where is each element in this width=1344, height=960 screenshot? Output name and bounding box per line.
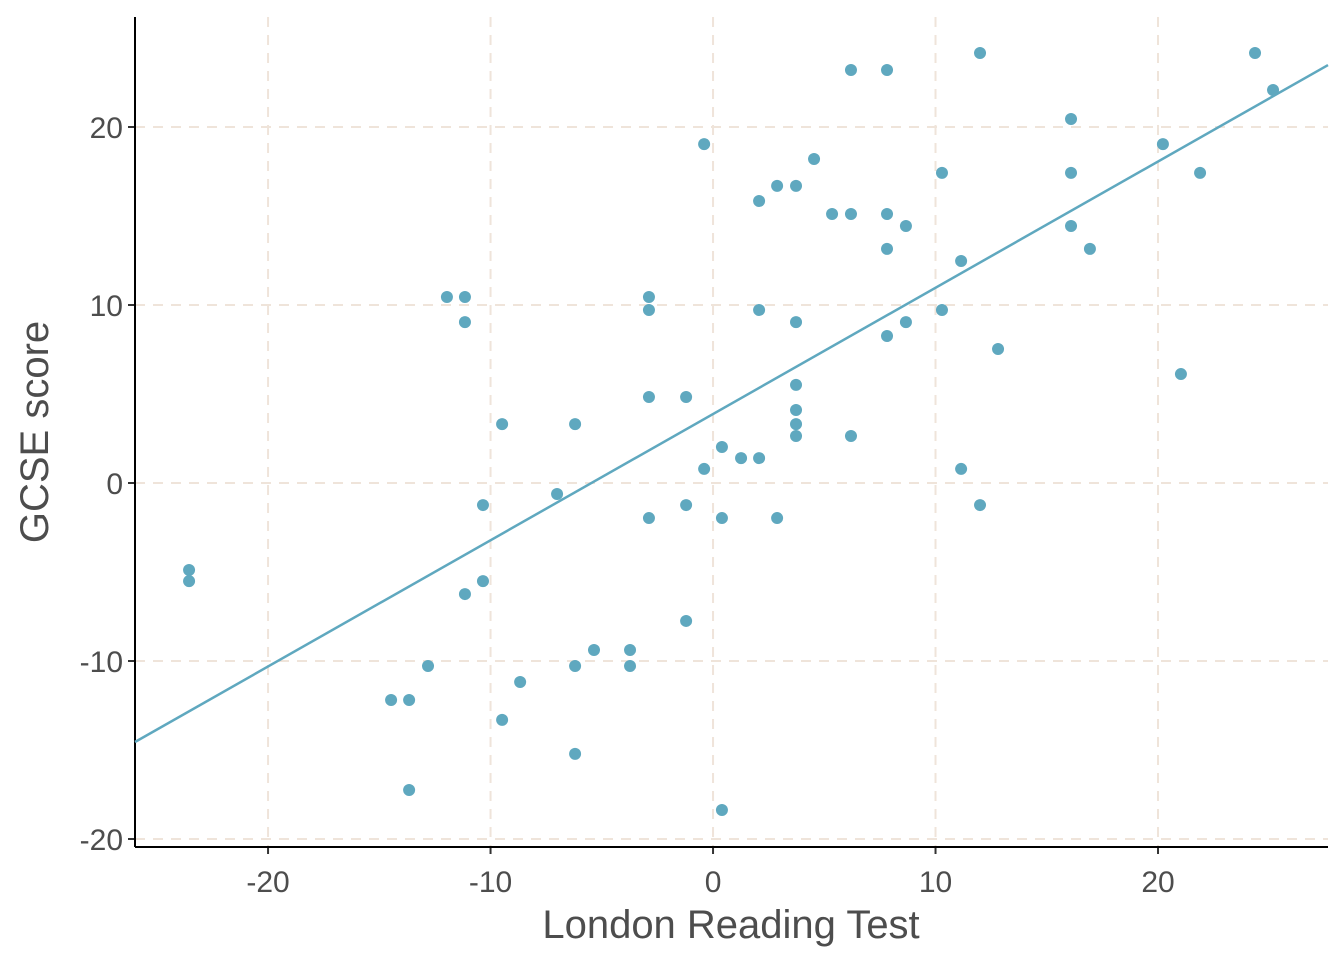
point bbox=[753, 195, 766, 208]
point bbox=[1065, 112, 1078, 125]
point bbox=[715, 441, 728, 454]
point bbox=[790, 404, 803, 417]
point bbox=[1083, 242, 1096, 255]
point bbox=[680, 391, 693, 404]
point bbox=[771, 512, 784, 525]
y-tick-label: -10 bbox=[80, 646, 123, 679]
point bbox=[569, 747, 582, 760]
point bbox=[1065, 219, 1078, 232]
point bbox=[496, 418, 509, 431]
x-tick-label: 20 bbox=[1141, 866, 1174, 899]
point bbox=[1065, 166, 1078, 179]
point bbox=[790, 316, 803, 329]
point bbox=[974, 46, 987, 59]
point bbox=[642, 303, 655, 316]
point bbox=[881, 329, 894, 342]
point bbox=[881, 64, 894, 77]
y-tick-label: 20 bbox=[90, 112, 123, 145]
point bbox=[1267, 83, 1280, 96]
point bbox=[881, 242, 894, 255]
point bbox=[753, 452, 766, 465]
point bbox=[422, 659, 435, 672]
point bbox=[458, 290, 471, 303]
point bbox=[808, 153, 821, 166]
point bbox=[698, 462, 711, 475]
x-tick-label: 0 bbox=[705, 866, 722, 899]
point bbox=[790, 378, 803, 391]
y-tick-label: -20 bbox=[80, 824, 123, 857]
point bbox=[642, 512, 655, 525]
x-axis-title: London Reading Test bbox=[542, 903, 919, 947]
point bbox=[844, 64, 857, 77]
point bbox=[844, 430, 857, 443]
point bbox=[935, 303, 948, 316]
point bbox=[458, 588, 471, 601]
point bbox=[1156, 138, 1169, 151]
point bbox=[826, 208, 839, 221]
point bbox=[496, 713, 509, 726]
point bbox=[476, 575, 489, 588]
point bbox=[514, 675, 527, 688]
point bbox=[569, 659, 582, 672]
point bbox=[790, 179, 803, 192]
point bbox=[790, 430, 803, 443]
point bbox=[551, 488, 564, 501]
point bbox=[992, 342, 1005, 355]
point bbox=[735, 452, 748, 465]
y-axis-title: GCSE score bbox=[13, 321, 57, 543]
point bbox=[715, 512, 728, 525]
point bbox=[440, 290, 453, 303]
point bbox=[642, 290, 655, 303]
point bbox=[624, 659, 637, 672]
point bbox=[458, 316, 471, 329]
point bbox=[899, 219, 912, 232]
point bbox=[698, 138, 711, 151]
point bbox=[642, 391, 655, 404]
point bbox=[624, 643, 637, 656]
point bbox=[881, 208, 894, 221]
point bbox=[680, 499, 693, 512]
y-tick-label: 0 bbox=[106, 468, 123, 501]
fit-line bbox=[134, 63, 1329, 744]
point bbox=[753, 303, 766, 316]
x-tick-label: -10 bbox=[469, 866, 512, 899]
point bbox=[588, 643, 601, 656]
point bbox=[899, 316, 912, 329]
point bbox=[1249, 46, 1262, 59]
point bbox=[790, 418, 803, 431]
point bbox=[1194, 166, 1207, 179]
point bbox=[403, 693, 416, 706]
point bbox=[183, 564, 196, 577]
point bbox=[844, 208, 857, 221]
point bbox=[955, 462, 968, 475]
point bbox=[955, 255, 968, 268]
point bbox=[974, 499, 987, 512]
point bbox=[385, 693, 398, 706]
point bbox=[935, 166, 948, 179]
point bbox=[771, 179, 784, 192]
y-tick-label: 10 bbox=[90, 290, 123, 323]
point bbox=[715, 803, 728, 816]
x-tick-label: 10 bbox=[919, 866, 952, 899]
point bbox=[680, 614, 693, 627]
point bbox=[569, 418, 582, 431]
point bbox=[476, 499, 489, 512]
x-tick-label: -20 bbox=[246, 866, 289, 899]
point bbox=[1174, 368, 1187, 381]
point bbox=[403, 784, 416, 797]
point bbox=[183, 575, 196, 588]
